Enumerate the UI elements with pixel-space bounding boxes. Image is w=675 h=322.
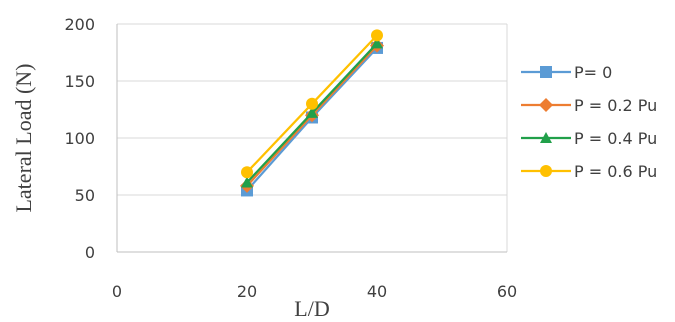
x-tick-label: 60	[497, 282, 517, 301]
x-tick-label: 40	[367, 282, 387, 301]
series-lines	[240, 29, 384, 197]
legend-item: P = 0.6 Pu	[521, 162, 657, 181]
y-tick-label: 100	[64, 129, 95, 148]
x-axis-title: L/D	[294, 296, 329, 321]
y-tick-label: 200	[64, 15, 95, 34]
y-tick-label: 0	[85, 243, 95, 262]
legend-item: P= 0	[521, 63, 612, 82]
data-point	[371, 29, 383, 42]
series-3	[241, 37, 383, 188]
data-point	[371, 37, 383, 49]
legend-marker	[539, 98, 553, 112]
legend-item: P = 0.2 Pu	[521, 96, 657, 115]
gridlines	[117, 23, 507, 196]
axes	[116, 24, 508, 253]
data-point	[241, 166, 253, 179]
legend-marker	[540, 165, 552, 177]
legend-marker	[540, 66, 552, 78]
data-point	[306, 97, 318, 110]
legend-item: P = 0.4 Pu	[521, 129, 657, 148]
y-axis-title: Lateral Load (N)	[11, 63, 36, 212]
y-tick-label: 150	[64, 72, 95, 91]
legend-label: P = 0.4 Pu	[574, 129, 657, 148]
legend-marker	[540, 132, 552, 143]
data-point	[306, 106, 318, 118]
series-4	[241, 29, 383, 179]
x-tick-label: 0	[112, 282, 122, 301]
legend-label: P = 0.6 Pu	[574, 162, 657, 181]
y-tick-label: 50	[75, 186, 95, 205]
legend: P= 0 P = 0.2 Pu P = 0.4 Pu P = 0.6 Pu	[521, 63, 657, 181]
data-point	[241, 176, 253, 188]
x-tick-label: 20	[237, 282, 257, 301]
legend-label: P= 0	[574, 63, 612, 82]
tick-labels: 0 50 100 150 200 0 20 40 60	[64, 15, 517, 301]
legend-label: P = 0.2 Pu	[574, 96, 657, 115]
